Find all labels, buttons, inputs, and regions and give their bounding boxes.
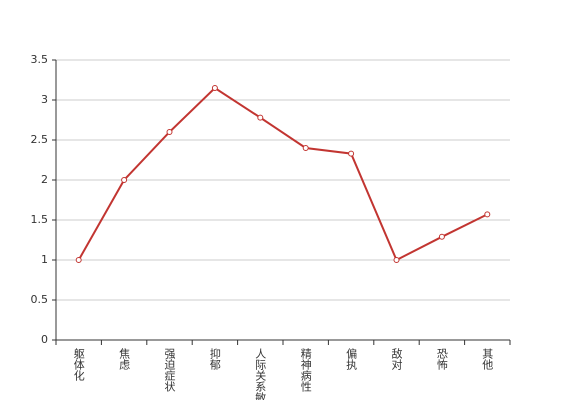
- y-tick-label: 0: [41, 333, 48, 346]
- y-tick-label: 3.5: [31, 53, 49, 66]
- point: [211, 85, 218, 91]
- y-tick-label: 2: [41, 173, 48, 186]
- x-tick-label: 焦虑: [118, 348, 131, 370]
- x-tick-label: 精神病性: [299, 348, 312, 393]
- x-tick-label: 强迫症状: [163, 348, 176, 392]
- point: [393, 257, 400, 263]
- x-tick-label: 人际关系敏感: [254, 348, 267, 400]
- point: [75, 257, 82, 263]
- x-tick-label: 恐怖: [435, 348, 448, 370]
- x-tick-label: 偏执: [345, 347, 358, 371]
- x-tick-label: 其他: [481, 348, 494, 370]
- y-tick-label: 1: [41, 253, 48, 266]
- point: [438, 233, 445, 240]
- point: [257, 114, 264, 121]
- point: [121, 177, 128, 183]
- y-tick-label: 0.5: [31, 293, 49, 306]
- x-tick-label: 抑郁: [208, 347, 221, 370]
- point: [166, 129, 173, 135]
- x-tick-label: 敌对: [390, 347, 403, 370]
- y-tick-label: 2.5: [31, 133, 49, 146]
- line: [77, 86, 488, 262]
- x-tick-label: 躯体化: [72, 348, 85, 382]
- point: [348, 150, 355, 157]
- point: [302, 145, 309, 151]
- point: [484, 211, 491, 218]
- y-tick-label: 3: [41, 93, 48, 106]
- y-tick-label: 1.5: [31, 213, 49, 226]
